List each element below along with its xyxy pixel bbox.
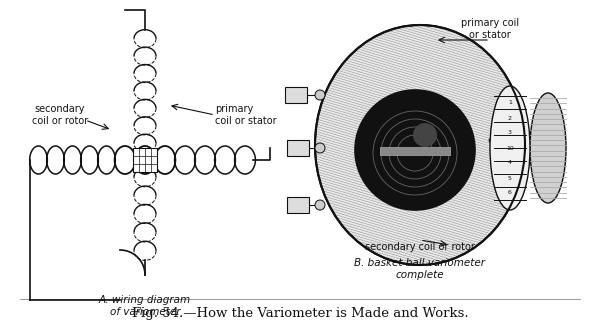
- Ellipse shape: [490, 86, 530, 210]
- Text: B. basket ball variometer
complete: B. basket ball variometer complete: [355, 258, 485, 280]
- Bar: [133, 148, 157, 172]
- Bar: [380, 147, 450, 155]
- Text: 3: 3: [508, 131, 512, 136]
- Ellipse shape: [530, 93, 566, 203]
- Text: Fig. 54.—How the Variometer is Made and Works.: Fig. 54.—How the Variometer is Made and …: [131, 308, 469, 320]
- Circle shape: [355, 90, 475, 210]
- Text: 6: 6: [508, 190, 512, 195]
- Text: A. wiring diagram
of variometer: A. wiring diagram of variometer: [99, 295, 191, 316]
- Text: secondary coil or rotor: secondary coil or rotor: [365, 242, 475, 252]
- Text: 4: 4: [508, 161, 512, 165]
- Text: secondary
coil or rotor: secondary coil or rotor: [32, 104, 88, 126]
- Text: primary coil
or stator: primary coil or stator: [461, 18, 519, 39]
- Circle shape: [413, 123, 437, 147]
- Circle shape: [315, 90, 325, 100]
- Circle shape: [315, 200, 325, 210]
- Text: 5: 5: [508, 175, 512, 181]
- Text: 2: 2: [508, 115, 512, 120]
- Text: 10: 10: [506, 145, 514, 150]
- Bar: [285, 87, 307, 103]
- Bar: [287, 140, 309, 156]
- Text: 1: 1: [508, 100, 512, 106]
- Bar: [287, 197, 309, 213]
- Circle shape: [315, 143, 325, 153]
- Ellipse shape: [315, 25, 525, 265]
- Text: primary
coil or stator: primary coil or stator: [215, 104, 277, 126]
